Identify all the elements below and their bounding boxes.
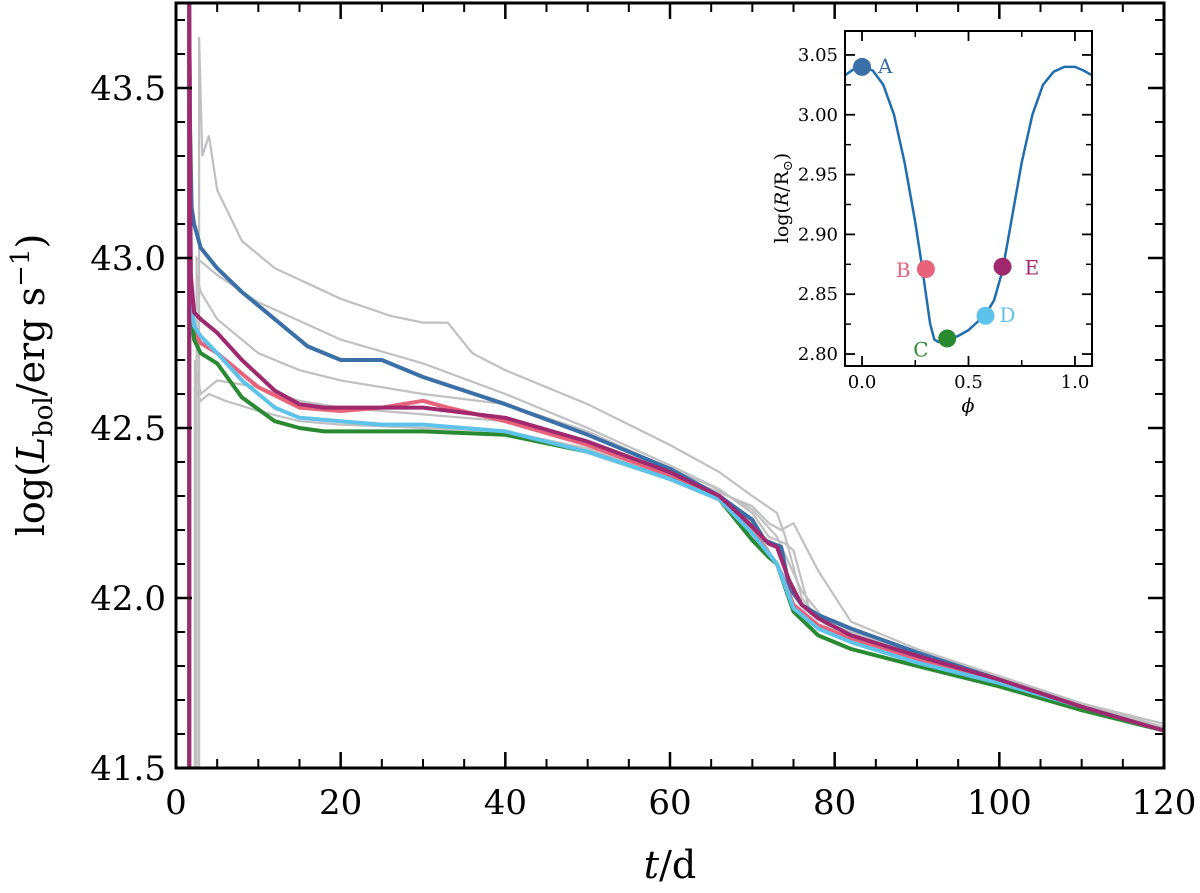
x-tick-label: 40 (484, 783, 527, 823)
phase-point-label-D: D (1000, 303, 1016, 327)
phase-point-label-A: A (877, 54, 893, 78)
inset-background (845, 31, 1092, 366)
y-tick-label: 41.5 (90, 749, 166, 789)
inset-tick-labels: 0.0 0.5 1.0 2.80 2.85 2.90 2.95 3.00 3.05 (798, 45, 1089, 393)
inset-y-tick-label: 3.00 (798, 105, 838, 126)
phase-point-D (976, 306, 995, 325)
x-tick-label: 100 (967, 783, 1032, 823)
y-tick-label: 43.5 (90, 69, 166, 109)
phase-point-label-C: C (913, 337, 928, 361)
inset-radius-curve (845, 65, 1092, 344)
main-tick-labels: 0 20 40 60 80 100 120 41.5 42.0 42.5 43.0 43.5 (90, 69, 1196, 823)
inset-y-tick-label: 2.85 (798, 284, 838, 305)
inset-x-tick-label: 1.0 (1061, 372, 1090, 393)
series-line-D (187, 3, 1164, 768)
main-frame (174, 1, 1166, 770)
inset-y-label: log(R/R⊙) (771, 153, 796, 243)
phase-point-label-E: E (1025, 256, 1040, 280)
phase-point-A (853, 57, 872, 76)
main-x-label: t/d (644, 843, 696, 887)
inset-y-tick-label: 2.95 (798, 165, 838, 186)
series-line-E (187, 3, 1164, 768)
y-tick-label: 43.0 (90, 239, 166, 279)
inset-x-tick-label: 0.5 (954, 372, 983, 393)
colored-model-lines (187, 3, 1164, 768)
phase-point-C (938, 329, 957, 348)
series-line-A (187, 3, 1164, 768)
y-tick-label: 42.5 (90, 409, 166, 449)
x-tick-label: 20 (319, 783, 362, 823)
grey-series-line-5 (193, 386, 1164, 768)
y-tick-label: 42.0 (90, 579, 166, 619)
phase-point-B (916, 260, 935, 279)
x-tick-label: 0 (165, 783, 187, 823)
inset-y-tick-label: 2.90 (798, 224, 838, 245)
grey-series-line-1 (198, 36, 1164, 768)
x-tick-label: 80 (813, 783, 856, 823)
inset-curve-line (845, 65, 1092, 344)
inset-x-tick-label: 0.0 (848, 372, 877, 393)
inset-x-label: ϕ (962, 395, 975, 417)
phase-point-E (993, 257, 1012, 276)
x-tick-label: 60 (648, 783, 691, 823)
inset-y-tick-label: 2.80 (798, 344, 838, 365)
inset-frame (844, 30, 1093, 367)
x-tick-label: 120 (1132, 783, 1197, 823)
main-y-label: log(Lbol/erg s−1) (6, 234, 59, 537)
inset-phase-points: A B C DE (853, 54, 1040, 361)
phase-point-label-B: B (896, 258, 911, 282)
series-line-B (187, 3, 1164, 768)
inset-y-tick-label: 3.05 (798, 45, 838, 66)
